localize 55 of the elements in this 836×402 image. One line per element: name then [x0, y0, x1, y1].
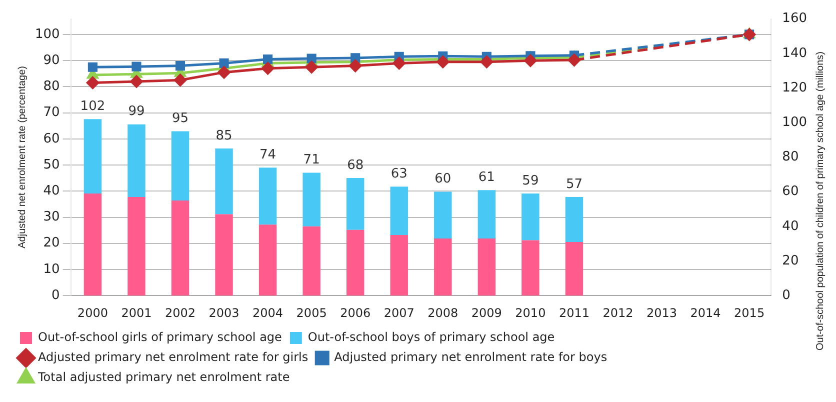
x-tick-label: 2002 [164, 306, 196, 320]
x-tick-label: 2012 [602, 306, 634, 320]
total-label: 61 [478, 170, 495, 185]
x-tick-label: 2011 [558, 306, 590, 320]
x-tick-label: 2014 [690, 306, 721, 320]
y2-tick-label: 60 [782, 184, 799, 200]
total-label: 102 [80, 99, 106, 114]
x-tick-label: 2013 [646, 306, 678, 320]
total-label: 71 [303, 152, 320, 168]
y-axis-title: Adjusted net enrolment rate (percentage) [16, 66, 28, 248]
total-label: 74 [260, 147, 276, 162]
y2-tick-label: 80 [782, 150, 799, 165]
y-tick-label: 30 [43, 210, 60, 225]
y2-tick-label: 140 [782, 46, 808, 61]
y-tick-label: 100 [34, 26, 60, 42]
total-label: 85 [216, 128, 232, 144]
x-tick-label: 2005 [296, 306, 327, 320]
y-tick-label: 10 [43, 262, 60, 277]
y2-tick-label: 100 [782, 114, 808, 130]
y-tick-label: 20 [43, 236, 60, 251]
y2-axis-title: Out-of-school population of children of primary school age (millions) [814, 51, 826, 351]
x-tick-label: 2003 [208, 306, 240, 320]
x-tick-label: 2009 [471, 306, 502, 320]
y-tick-label: 40 [43, 184, 60, 199]
y2-tick-label: 20 [782, 253, 799, 268]
y-tick-label: 90 [43, 52, 60, 68]
total-label: 63 [390, 166, 408, 182]
y-tick-label: 60 [43, 131, 60, 146]
legend-label: Out-of-school boys of primary school age [308, 330, 555, 344]
y-tick-label: 80 [43, 79, 60, 94]
total-label: 60 [434, 172, 452, 187]
x-tick-label: 2007 [384, 306, 414, 320]
x-tick-label: 2015 [734, 306, 765, 320]
legend-label: Out-of-school girls of primary school age [38, 330, 282, 344]
legend-label: Total adjusted primary net enrolment rate [37, 370, 290, 384]
total-label: 99 [128, 104, 145, 120]
y2-tick-label: 40 [782, 218, 799, 234]
x-tick-label: 2010 [515, 306, 546, 320]
total-label: 95 [172, 111, 189, 126]
y-tick-label: 50 [43, 157, 60, 172]
y2-tick-label: 160 [782, 11, 808, 26]
y-tick-label: 70 [43, 105, 60, 120]
total-label: 57 [566, 176, 582, 192]
total-label: 68 [347, 158, 364, 173]
x-tick-label: 2004 [252, 306, 284, 320]
x-tick-label: 2006 [340, 306, 371, 320]
legend-label: Adjusted primary net enrolment rate for boys [334, 350, 608, 364]
y2-tick-label: 120 [782, 80, 808, 96]
x-tick-label: 2008 [428, 306, 458, 320]
y2-tick-label: 0 [782, 288, 790, 303]
x-tick-label: 2000 [77, 306, 108, 320]
legend-label: Adjusted primary net enrolment rate for girls [38, 350, 308, 364]
x-tick-label: 2001 [121, 306, 152, 320]
total-label: 59 [522, 173, 539, 188]
y-tick-label: 0 [52, 288, 60, 303]
